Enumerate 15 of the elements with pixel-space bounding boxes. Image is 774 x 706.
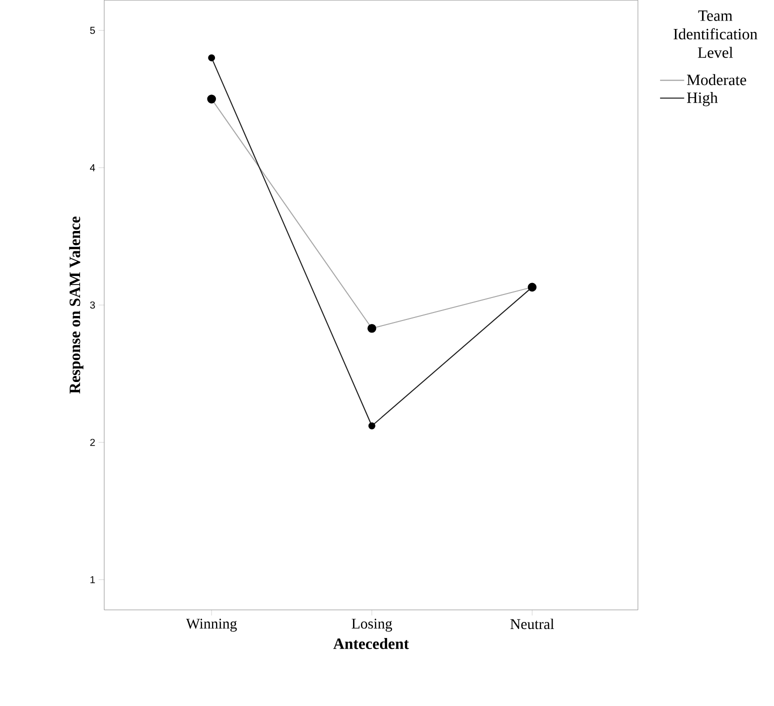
point	[368, 422, 376, 430]
point	[208, 54, 216, 62]
y-tick-label: 4	[90, 164, 96, 172]
legend-label: High	[686, 92, 718, 106]
x-tick-label: Winning	[186, 618, 237, 632]
y-tick-label: 2	[90, 438, 95, 446]
x-tick-label: Neutral	[510, 618, 554, 630]
x-tick-label: Losing	[352, 618, 392, 632]
legend-label: Moderate	[686, 74, 746, 86]
y-axis-title: Response on SAM Valence	[69, 216, 84, 394]
legend-title: Team Identification Level	[674, 10, 758, 58]
y-tick-label: 1	[90, 576, 95, 584]
y-tick-label: 3	[90, 301, 95, 309]
y-tick-label: 5	[90, 26, 95, 34]
x-axis-title: Antecedent	[333, 638, 409, 650]
